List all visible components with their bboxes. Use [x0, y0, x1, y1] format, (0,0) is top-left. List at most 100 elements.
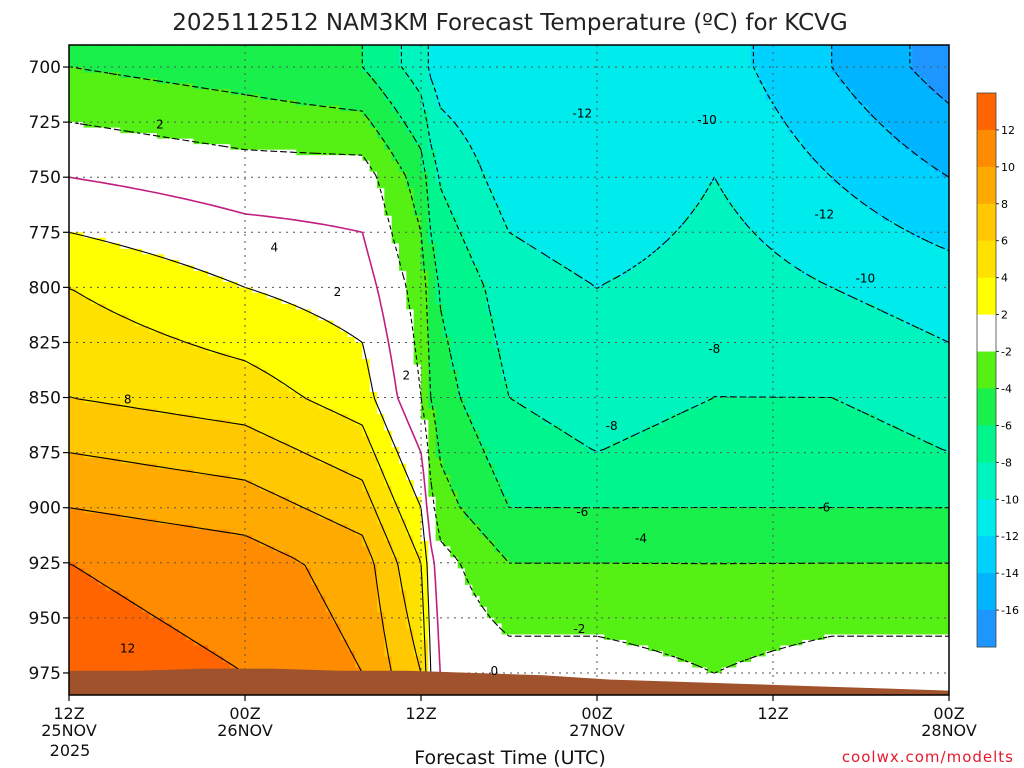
- temperature-cell: [171, 138, 180, 145]
- temperature-cell: [340, 562, 349, 569]
- temperature-cell: [303, 336, 312, 344]
- temperature-cell: [157, 513, 165, 520]
- temperature-cell: [201, 105, 209, 112]
- temperature-cell: [201, 331, 209, 338]
- temperature-cell: [274, 50, 283, 57]
- temperature-cell: [171, 425, 180, 432]
- temperature-cell: [362, 336, 371, 344]
- temperature-cell: [362, 546, 371, 553]
- temperature-cell: [76, 204, 85, 211]
- temperature-cell: [69, 617, 77, 624]
- temperature-cell: [333, 524, 341, 531]
- temperature-cell: [347, 458, 356, 465]
- temperature-cell: [105, 177, 114, 184]
- temperature-cell: [215, 199, 224, 206]
- temperature-cell: [208, 358, 217, 366]
- temperature-cell: [274, 232, 283, 239]
- temperature-cell: [303, 502, 312, 509]
- temperature-cell: [223, 298, 231, 305]
- temperature-cell: [142, 463, 151, 470]
- temperature-cell: [252, 397, 261, 404]
- temperature-cell: [208, 628, 217, 636]
- temperature-cell: [252, 595, 261, 602]
- temperature-cell: [98, 89, 107, 96]
- temperature-cell: [377, 166, 385, 173]
- temperature-cell: [201, 392, 209, 399]
- temperature-cell: [91, 458, 99, 465]
- temperature-cell: [281, 232, 290, 239]
- temperature-cell: [76, 336, 85, 344]
- temperature-cell: [333, 562, 341, 569]
- temperature-cell: [179, 408, 187, 415]
- temperature-cell: [362, 105, 371, 112]
- temperature-cell: [325, 386, 334, 393]
- temperature-cell: [377, 111, 385, 118]
- temperature-cell: [179, 535, 187, 542]
- temperature-cell: [259, 298, 268, 305]
- temperature-cell: [105, 568, 114, 575]
- temperature-cell: [237, 166, 246, 173]
- temperature-cell: [281, 138, 290, 145]
- temperature-cell: [157, 480, 165, 487]
- temperature-cell: [274, 83, 283, 90]
- temperature-cell: [223, 381, 231, 388]
- temperature-cell: [186, 595, 195, 602]
- temperature-cell: [369, 61, 378, 68]
- temperature-cell: [186, 623, 195, 630]
- temperature-cell: [105, 298, 114, 305]
- temperature-cell: [69, 248, 77, 255]
- temperature-cell: [91, 342, 99, 349]
- temperature-cell: [252, 259, 261, 266]
- temperature-cell: [164, 584, 173, 591]
- temperature-cell: [296, 518, 305, 525]
- temperature-cell: [171, 177, 180, 184]
- temperature-cell: [369, 105, 378, 112]
- temperature-cell: [340, 639, 349, 647]
- temperature-cell: [113, 144, 121, 151]
- temperature-cell: [289, 441, 297, 448]
- temperature-cell: [135, 358, 143, 366]
- temperature-cell: [83, 259, 92, 266]
- temperature-cell: [157, 270, 165, 277]
- temperature-cell: [252, 480, 261, 487]
- temperature-cell: [267, 149, 275, 156]
- temperature-cell: [362, 61, 371, 68]
- temperature-cell: [91, 535, 99, 542]
- temperature-cell: [208, 226, 217, 233]
- temperature-cell: [252, 408, 261, 415]
- temperature-cell: [318, 303, 327, 311]
- temperature-cell: [179, 474, 187, 481]
- temperature-cell: [91, 314, 99, 322]
- temperature-cell: [333, 342, 341, 349]
- temperature-cell: [245, 116, 253, 123]
- temperature-cell: [281, 353, 290, 360]
- temperature-cell: [149, 100, 158, 107]
- temperature-cell: [186, 617, 195, 624]
- temperature-cell: [91, 177, 99, 184]
- temperature-cell: [281, 122, 290, 129]
- temperature-cell: [223, 458, 231, 465]
- temperature-cell: [135, 436, 143, 443]
- temperature-cell: [347, 336, 356, 344]
- temperature-cell: [274, 606, 283, 613]
- temperature-cell: [127, 529, 136, 536]
- temperature-cell: [76, 507, 85, 514]
- temperature-cell: [193, 155, 202, 162]
- temperature-cell: [237, 204, 246, 211]
- temperature-cell: [83, 364, 92, 371]
- temperature-cell: [267, 336, 275, 344]
- temperature-cell: [267, 237, 275, 244]
- temperature-cell: [355, 573, 363, 580]
- temperature-cell: [76, 656, 85, 663]
- temperature-cell: [135, 667, 143, 674]
- temperature-cell: [127, 414, 136, 421]
- temperature-cell: [127, 502, 136, 509]
- temperature-cell: [325, 628, 334, 636]
- temperature-cell: [186, 287, 195, 294]
- temperature-cell: [355, 436, 363, 443]
- temperature-cell: [83, 144, 92, 151]
- temperature-cell: [230, 94, 239, 101]
- temperature-cell: [76, 452, 85, 459]
- temperature-cell: [83, 584, 92, 591]
- temperature-cell: [201, 243, 209, 250]
